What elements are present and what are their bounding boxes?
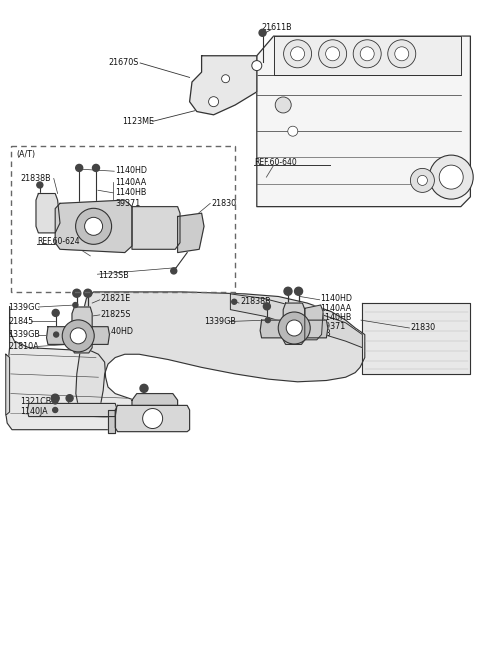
Circle shape — [360, 47, 374, 61]
Text: (A/T): (A/T) — [17, 150, 36, 159]
Text: 21810A: 21810A — [9, 342, 39, 351]
Text: 1140AA: 1140AA — [321, 304, 352, 313]
Text: 21950R: 21950R — [118, 415, 148, 424]
Circle shape — [73, 289, 81, 297]
Text: 1140JA: 1140JA — [20, 407, 48, 417]
Text: 21830: 21830 — [410, 323, 435, 333]
Polygon shape — [36, 194, 60, 233]
Polygon shape — [108, 410, 115, 433]
Text: 1140HD: 1140HD — [101, 327, 133, 336]
Polygon shape — [47, 327, 109, 344]
Text: 1123SB: 1123SB — [300, 329, 331, 338]
Circle shape — [53, 407, 58, 413]
Circle shape — [284, 287, 292, 295]
Text: REF.60-640: REF.60-640 — [254, 158, 297, 167]
Text: 21838B: 21838B — [240, 297, 271, 306]
Text: 21830: 21830 — [211, 199, 236, 208]
Polygon shape — [72, 307, 92, 353]
Circle shape — [37, 182, 43, 188]
Text: 1123SB: 1123SB — [98, 271, 129, 280]
Circle shape — [278, 312, 310, 344]
Circle shape — [290, 47, 305, 61]
Text: 39371: 39371 — [321, 322, 346, 331]
Text: REF.60-624: REF.60-624 — [37, 237, 80, 246]
Circle shape — [295, 287, 302, 295]
Circle shape — [259, 30, 266, 36]
Polygon shape — [257, 36, 470, 207]
Circle shape — [53, 399, 58, 404]
Circle shape — [73, 302, 78, 308]
Circle shape — [232, 299, 237, 304]
Polygon shape — [178, 213, 204, 253]
Circle shape — [286, 320, 302, 336]
Circle shape — [93, 165, 99, 171]
Polygon shape — [260, 320, 328, 338]
Circle shape — [54, 332, 59, 337]
Polygon shape — [362, 303, 470, 374]
Circle shape — [140, 384, 148, 392]
Circle shape — [439, 165, 463, 189]
Circle shape — [66, 395, 73, 401]
Polygon shape — [27, 403, 117, 417]
Circle shape — [84, 217, 103, 236]
Text: 21821E: 21821E — [101, 294, 131, 303]
Circle shape — [70, 328, 86, 344]
Polygon shape — [132, 207, 180, 249]
Text: 1140HD: 1140HD — [115, 166, 147, 175]
Text: 1339GB: 1339GB — [9, 330, 40, 339]
Circle shape — [265, 318, 270, 323]
Circle shape — [410, 169, 434, 192]
Circle shape — [171, 268, 177, 274]
Text: 21825S: 21825S — [101, 310, 132, 319]
Circle shape — [222, 75, 229, 83]
Polygon shape — [305, 305, 323, 340]
Polygon shape — [274, 36, 461, 75]
Circle shape — [325, 47, 340, 61]
Circle shape — [388, 40, 416, 68]
Circle shape — [209, 96, 218, 107]
Polygon shape — [132, 394, 178, 405]
Polygon shape — [55, 200, 132, 253]
Polygon shape — [283, 303, 305, 344]
Circle shape — [429, 155, 473, 199]
Polygon shape — [6, 354, 10, 415]
Polygon shape — [115, 405, 190, 432]
Polygon shape — [6, 307, 142, 430]
Polygon shape — [76, 292, 365, 410]
Text: 1140HD: 1140HD — [321, 294, 353, 303]
Circle shape — [252, 60, 262, 71]
Circle shape — [76, 209, 111, 244]
Circle shape — [319, 40, 347, 68]
Circle shape — [51, 394, 59, 402]
Circle shape — [143, 409, 163, 428]
Text: 1140HB: 1140HB — [321, 313, 352, 322]
Circle shape — [353, 40, 381, 68]
Text: 1339GC: 1339GC — [9, 302, 41, 312]
Text: 21920: 21920 — [129, 425, 154, 434]
Text: 39371: 39371 — [115, 199, 141, 208]
Circle shape — [62, 320, 94, 352]
Text: 1140HB: 1140HB — [115, 188, 146, 197]
Circle shape — [284, 40, 312, 68]
Circle shape — [52, 310, 59, 316]
Text: 1123ME: 1123ME — [122, 117, 155, 126]
Polygon shape — [190, 56, 257, 115]
Circle shape — [288, 126, 298, 136]
Text: 21838B: 21838B — [20, 174, 51, 183]
Text: 21845: 21845 — [9, 317, 34, 326]
Polygon shape — [230, 294, 362, 348]
Text: 1339GB: 1339GB — [204, 317, 236, 326]
Circle shape — [418, 175, 427, 186]
Circle shape — [395, 47, 409, 61]
Text: 21611B: 21611B — [262, 23, 292, 32]
Circle shape — [84, 289, 92, 297]
Circle shape — [264, 303, 270, 310]
Text: 21670S: 21670S — [109, 58, 139, 68]
Circle shape — [76, 165, 83, 171]
Text: 1321CB: 1321CB — [20, 397, 51, 406]
Circle shape — [275, 97, 291, 113]
Text: 1140AA: 1140AA — [115, 178, 146, 187]
